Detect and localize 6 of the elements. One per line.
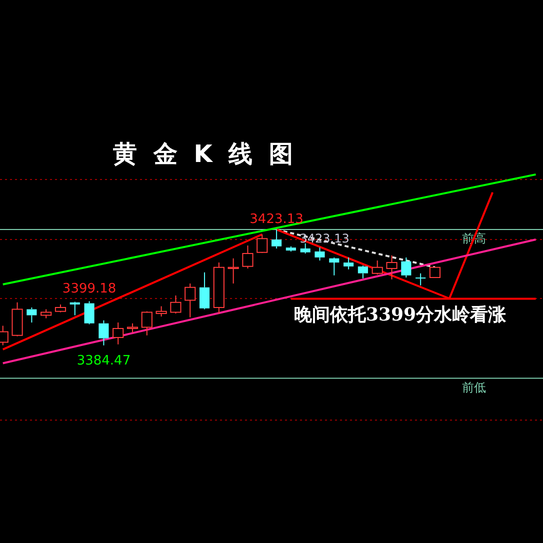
annotation: 3423.13 (250, 212, 304, 227)
chart-title: 黄 金 K 线 图 (112, 139, 298, 170)
annotation: 3384.47 (76, 354, 131, 369)
annotation: 晚间依托3399分水岭看涨 (294, 304, 508, 326)
ref-line-label: 前低 (462, 380, 486, 394)
annotation: 3399.18 (62, 282, 116, 297)
